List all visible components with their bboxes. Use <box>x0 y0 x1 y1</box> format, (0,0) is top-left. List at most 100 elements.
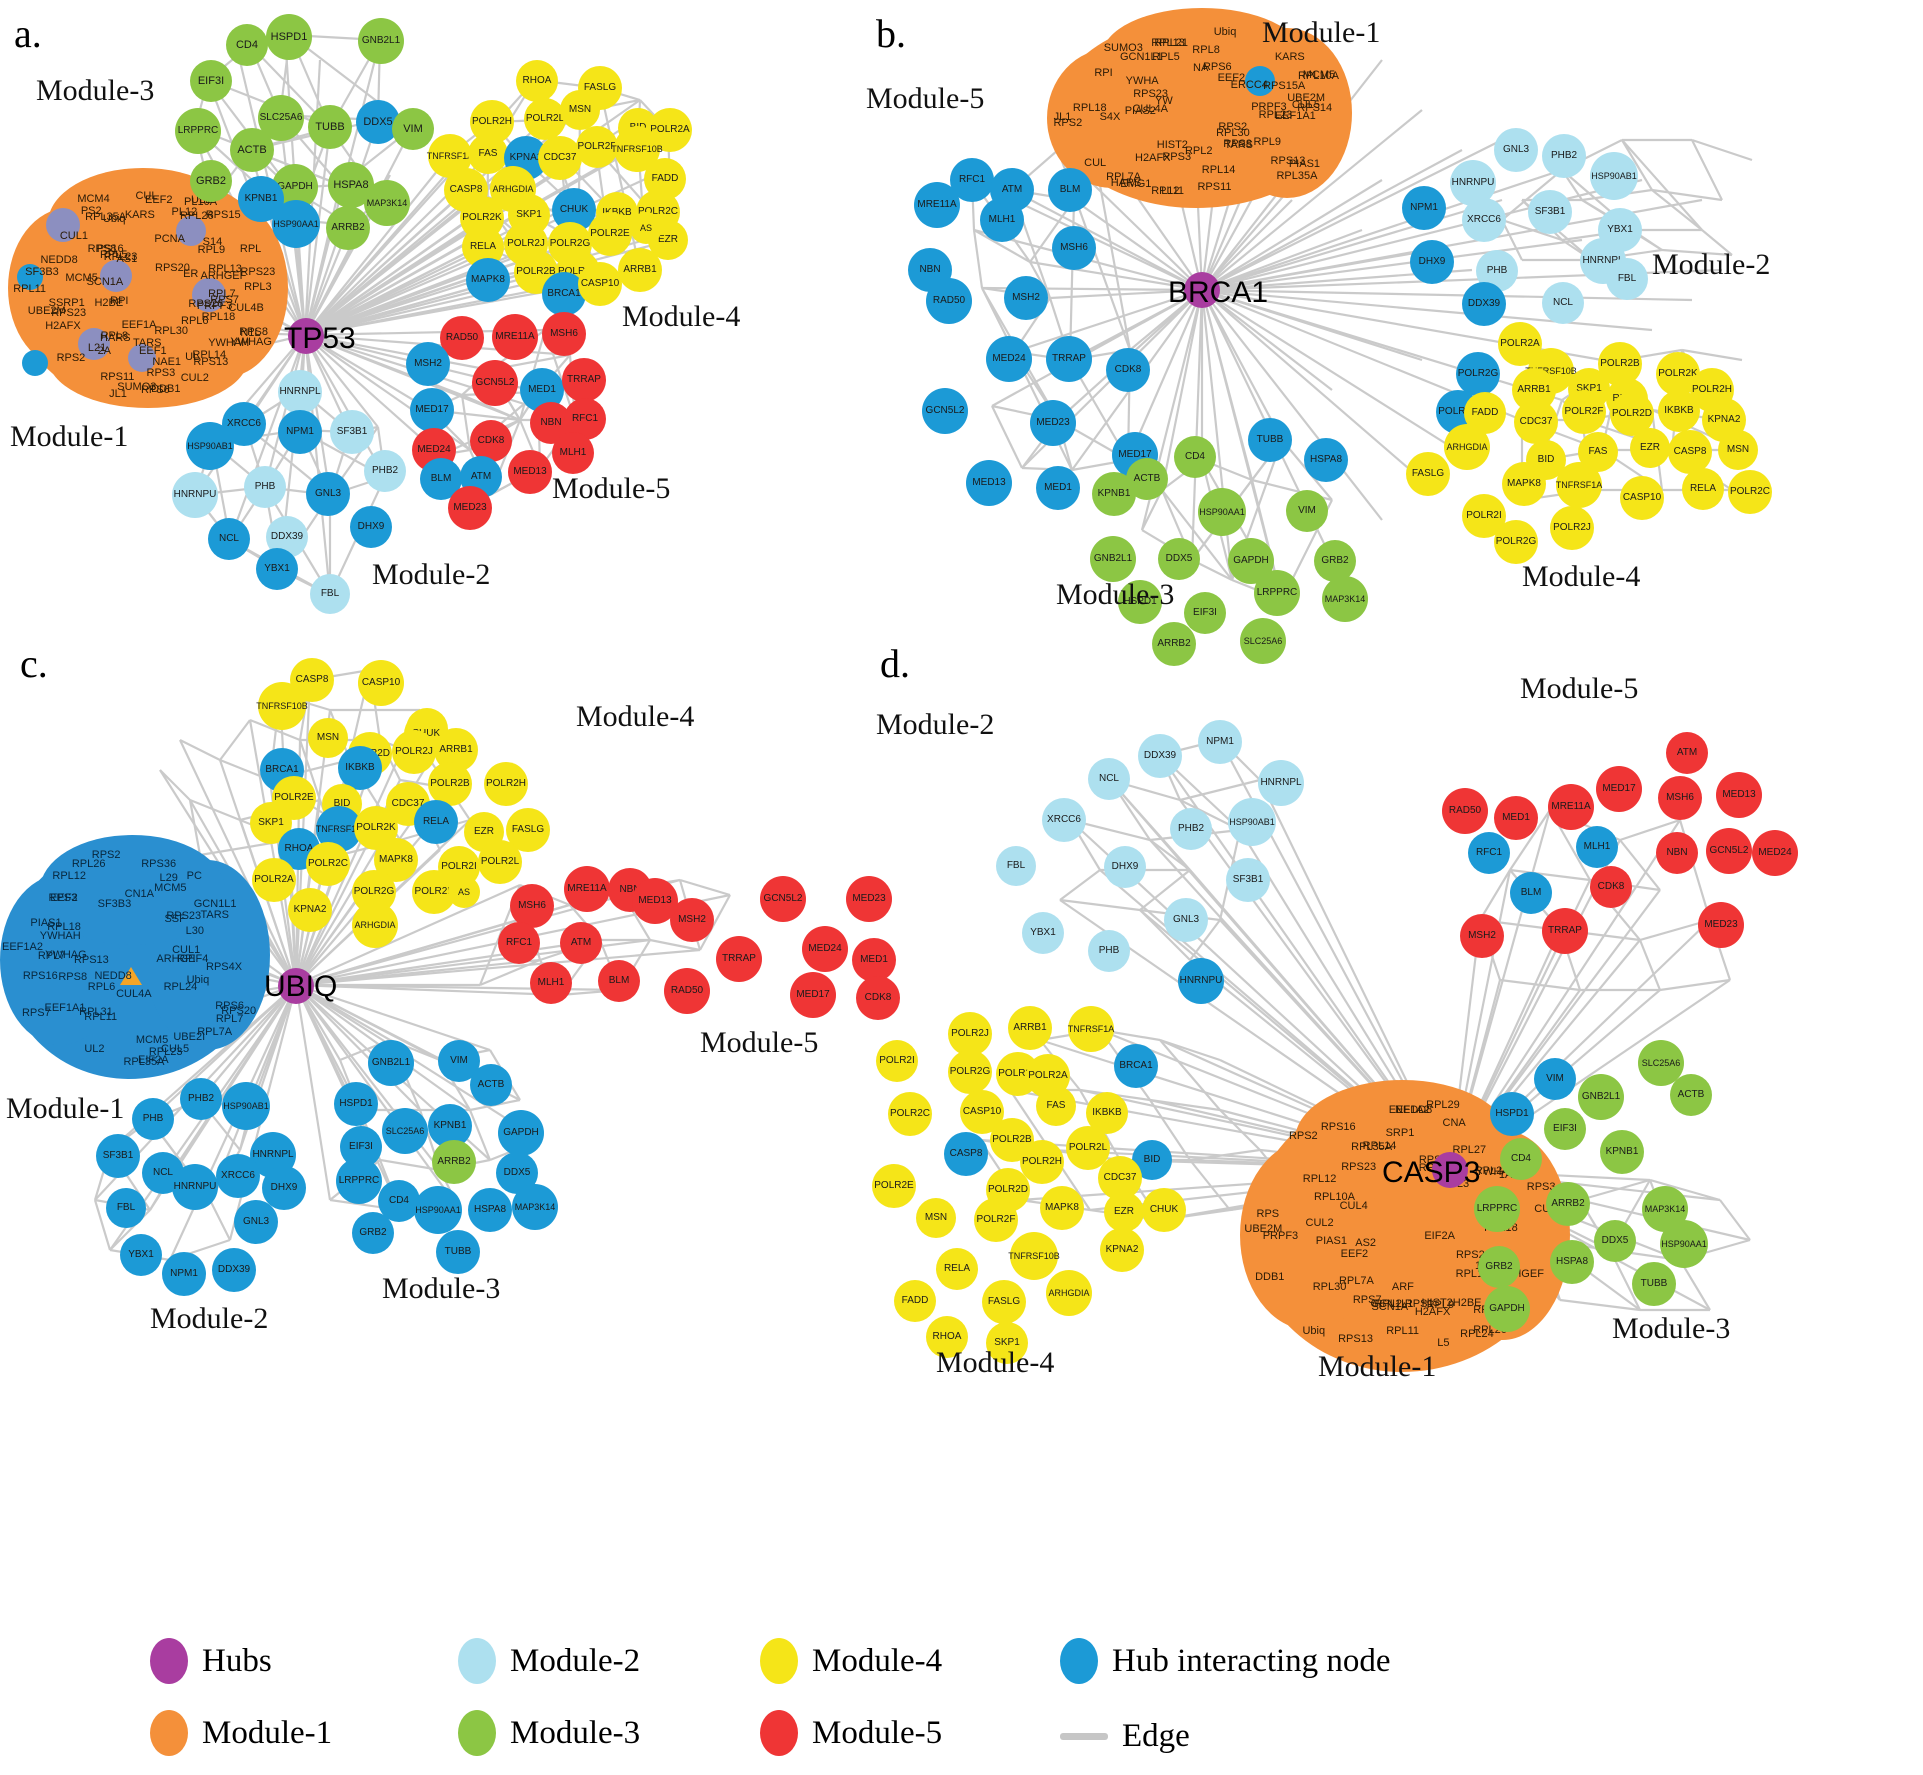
node-c-fbl[interactable]: FBL <box>106 1188 146 1228</box>
node-b-hsp90ab1[interactable]: HSP90AB1 <box>1590 152 1638 200</box>
node-b-msn[interactable]: MSN <box>1718 430 1758 470</box>
node-b-casp10[interactable]: CASP10 <box>1620 476 1664 520</box>
node-c-mre11a[interactable]: MRE11A <box>564 866 610 912</box>
node-b-tnfrsf1a[interactable]: TNFRSF1A <box>1556 462 1602 508</box>
node-c-msh6[interactable]: MSH6 <box>510 884 554 928</box>
node-c-rad50[interactable]: RAD50 <box>664 968 710 1014</box>
node-d-actb[interactable]: ACTB <box>1670 1074 1712 1116</box>
node-b-grb2[interactable]: GRB2 <box>1314 540 1356 582</box>
node-c-mlh1[interactable]: MLH1 <box>530 962 572 1004</box>
node-d-brca1[interactable]: BRCA1 <box>1114 1044 1158 1088</box>
node-med17[interactable]: MED17 <box>410 388 454 432</box>
node-hsp90ab1[interactable]: HSP90AB1 <box>186 422 234 470</box>
node-d-polr2e[interactable]: POLR2E <box>872 1164 916 1208</box>
node-dhx9[interactable]: DHX9 <box>350 506 392 548</box>
node-c-polr2c[interactable]: POLR2C <box>306 842 350 886</box>
node-b-mre11a[interactable]: MRE11A <box>914 182 960 228</box>
node-c-kpna2[interactable]: KPNA2 <box>288 888 332 932</box>
node-d-ybx1[interactable]: YBX1 <box>1022 912 1064 954</box>
node-d-hspd1[interactable]: HSPD1 <box>1490 1092 1534 1136</box>
node-b-casp8[interactable]: CASP8 <box>1668 430 1712 474</box>
node-d-blm[interactable]: BLM <box>1510 872 1552 914</box>
node-b-polr2k[interactable]: POLR2K <box>1656 352 1700 396</box>
node-mapk8[interactable]: MAPK8 <box>466 258 510 302</box>
node-c-hspd1[interactable]: HSPD1 <box>334 1082 378 1126</box>
node-b-med1[interactable]: MED1 <box>1036 466 1080 510</box>
hub-node-ubiq[interactable] <box>278 968 314 1004</box>
node-d-rfc1[interactable]: RFC1 <box>1468 832 1510 874</box>
node-c-med1[interactable]: MED1 <box>852 938 896 982</box>
node-d-ddx39[interactable]: DDX39 <box>1138 734 1182 778</box>
node-c-polr2j[interactable]: POLR2J <box>392 730 436 774</box>
node-b-polr2j[interactable]: POLR2J <box>1550 506 1594 550</box>
node-sf3b1[interactable]: SF3B1 <box>330 410 374 454</box>
node-msh2[interactable]: MSH2 <box>406 342 450 386</box>
node-d-phb2[interactable]: PHB2 <box>1170 808 1212 850</box>
node-b-gnb2l1[interactable]: GNB2L1 <box>1090 536 1136 582</box>
node-d-tubb[interactable]: TUBB <box>1632 1262 1676 1306</box>
node-d-tnfrsf1a[interactable]: TNFRSF1A <box>1068 1006 1114 1052</box>
node-eif3i[interactable]: EIF3I <box>190 60 232 102</box>
node-d-med24[interactable]: MED24 <box>1752 830 1798 876</box>
node-c-polr2h[interactable]: POLR2H <box>484 762 528 806</box>
node-d-trrap[interactable]: TRRAP <box>1542 908 1588 954</box>
hub-node-casp3[interactable] <box>1432 1152 1468 1188</box>
node-b-polr2g2[interactable]: POLR2G <box>1494 520 1538 564</box>
node-d-med1[interactable]: MED1 <box>1494 796 1538 840</box>
node-fbl[interactable]: FBL <box>310 574 350 614</box>
node-b-fbl[interactable]: FBL <box>1606 258 1648 300</box>
node-c-rfc1[interactable]: RFC1 <box>498 922 540 964</box>
node-b-med13[interactable]: MED13 <box>966 460 1012 506</box>
node-d-nbn[interactable]: NBN <box>1656 832 1698 874</box>
node-d-hspa8[interactable]: HSPA8 <box>1550 1240 1594 1284</box>
node-phb[interactable]: PHB <box>244 466 286 508</box>
node-d-ddx5[interactable]: DDX5 <box>1594 1220 1636 1262</box>
node-b-npm1[interactable]: NPM1 <box>1402 186 1446 230</box>
node-c-lrpprc[interactable]: LRPPRC <box>336 1158 382 1204</box>
node-b-ddx5[interactable]: DDX5 <box>1158 538 1200 580</box>
node-b-rad50[interactable]: RAD50 <box>926 278 972 324</box>
node-polr2f[interactable]: POLR2F <box>576 126 618 168</box>
node-b-ncl[interactable]: NCL <box>1542 282 1584 324</box>
node-c-sf3b1[interactable]: SF3B1 <box>96 1134 140 1178</box>
node-b-cdk8[interactable]: CDK8 <box>1106 348 1150 392</box>
node-c-actb[interactable]: ACTB <box>470 1064 512 1106</box>
node-arrb1[interactable]: ARRB1 <box>618 248 662 292</box>
node-d-rad50[interactable]: RAD50 <box>1442 788 1488 834</box>
node-d-tnfrsf10b[interactable]: TNFRSF10B <box>1008 1232 1060 1280</box>
node-b-hspa8[interactable]: HSPA8 <box>1304 438 1348 482</box>
node-d-gapdh[interactable]: GAPDH <box>1484 1286 1530 1332</box>
node-cdc37[interactable]: CDC37 <box>538 136 582 180</box>
node-d-arrb1[interactable]: ARRB1 <box>1008 1006 1052 1050</box>
node-b-ddx39[interactable]: DDX39 <box>1462 282 1506 326</box>
node-d-mre11a[interactable]: MRE11A <box>1548 784 1594 830</box>
node-tubb[interactable]: TUBB <box>308 105 352 149</box>
node-c-ddx39[interactable]: DDX39 <box>212 1248 256 1292</box>
node-c-rela[interactable]: RELA <box>414 800 458 844</box>
node-b-vim[interactable]: VIM <box>1286 490 1328 532</box>
node-b-med24[interactable]: MED24 <box>986 336 1032 382</box>
node-c-arrb2[interactable]: ARRB2 <box>432 1140 476 1184</box>
node-c-atm[interactable]: ATM <box>560 922 602 964</box>
node-grb2[interactable]: GRB2 <box>190 160 232 202</box>
node-b-ezr[interactable]: EZR <box>1630 428 1670 468</box>
node-fas[interactable]: FAS <box>468 134 508 174</box>
node-d-chuk[interactable]: CHUK <box>1142 1188 1186 1232</box>
node-d-ncl[interactable]: NCL <box>1088 758 1130 800</box>
node-c-trrap[interactable]: TRRAP <box>716 936 762 982</box>
node-c-slc25a6[interactable]: SLC25A6 <box>382 1108 428 1154</box>
node-map3k14[interactable]: MAP3K14 <box>364 180 410 226</box>
node-b-polr2g[interactable]: POLR2G <box>1456 352 1500 396</box>
node-b-xrcc6[interactable]: XRCC6 <box>1462 198 1506 242</box>
node-arrb2[interactable]: ARRB2 <box>326 206 370 250</box>
node-d-phb[interactable]: PHB <box>1088 930 1130 972</box>
node-d-gnb2l1[interactable]: GNB2L1 <box>1578 1074 1624 1120</box>
node-c-hspa8[interactable]: HSPA8 <box>468 1188 512 1232</box>
node-c-med24[interactable]: MED24 <box>802 926 848 972</box>
node-b-phb2[interactable]: PHB2 <box>1542 134 1586 178</box>
hub-node-brca1[interactable] <box>1184 272 1220 308</box>
node-b-dhx9[interactable]: DHX9 <box>1410 240 1454 284</box>
node-d-fbl[interactable]: FBL <box>996 846 1036 886</box>
node-b-hspd1[interactable]: HSPD1 <box>1118 580 1162 624</box>
node-d-xrcc6[interactable]: XRCC6 <box>1042 798 1086 842</box>
